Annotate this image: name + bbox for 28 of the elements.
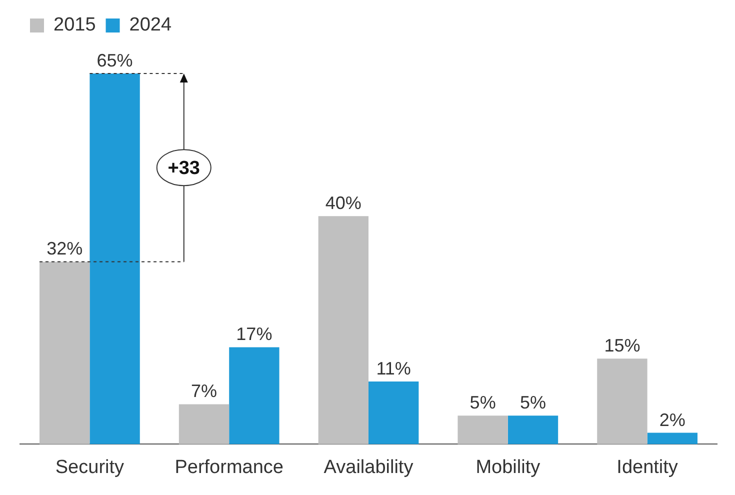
- data-label: 32%: [46, 238, 83, 259]
- bar: [178, 404, 230, 444]
- bar: [508, 416, 558, 444]
- legend-label: 2024: [129, 14, 172, 36]
- x-tick-label: Security: [55, 456, 125, 478]
- legend-label: 2015: [54, 14, 96, 36]
- data-label: 65%: [96, 50, 133, 70]
- data-label: 5%: [470, 392, 496, 413]
- bar: [40, 262, 90, 444]
- data-label: 7%: [191, 381, 218, 402]
- x-tick-label: Availability: [324, 456, 414, 478]
- bar: [368, 381, 419, 444]
- bar: [647, 432, 698, 444]
- data-label: 11%: [376, 358, 411, 378]
- bar: [90, 74, 140, 444]
- data-label: 15%: [604, 336, 640, 356]
- data-label: 17%: [236, 324, 272, 344]
- x-tick-label: Performance: [174, 456, 284, 478]
- data-label: 40%: [325, 193, 362, 214]
- bar: [229, 347, 280, 444]
- bar: [458, 416, 508, 444]
- bar: [597, 358, 648, 444]
- annotation: +33: [168, 158, 200, 179]
- data-label: 5%: [520, 392, 546, 413]
- data-label: 2%: [659, 410, 686, 430]
- x-tick-label: Mobility: [476, 456, 541, 478]
- bar: [318, 216, 368, 444]
- x-tick-label: Identity: [616, 456, 678, 478]
